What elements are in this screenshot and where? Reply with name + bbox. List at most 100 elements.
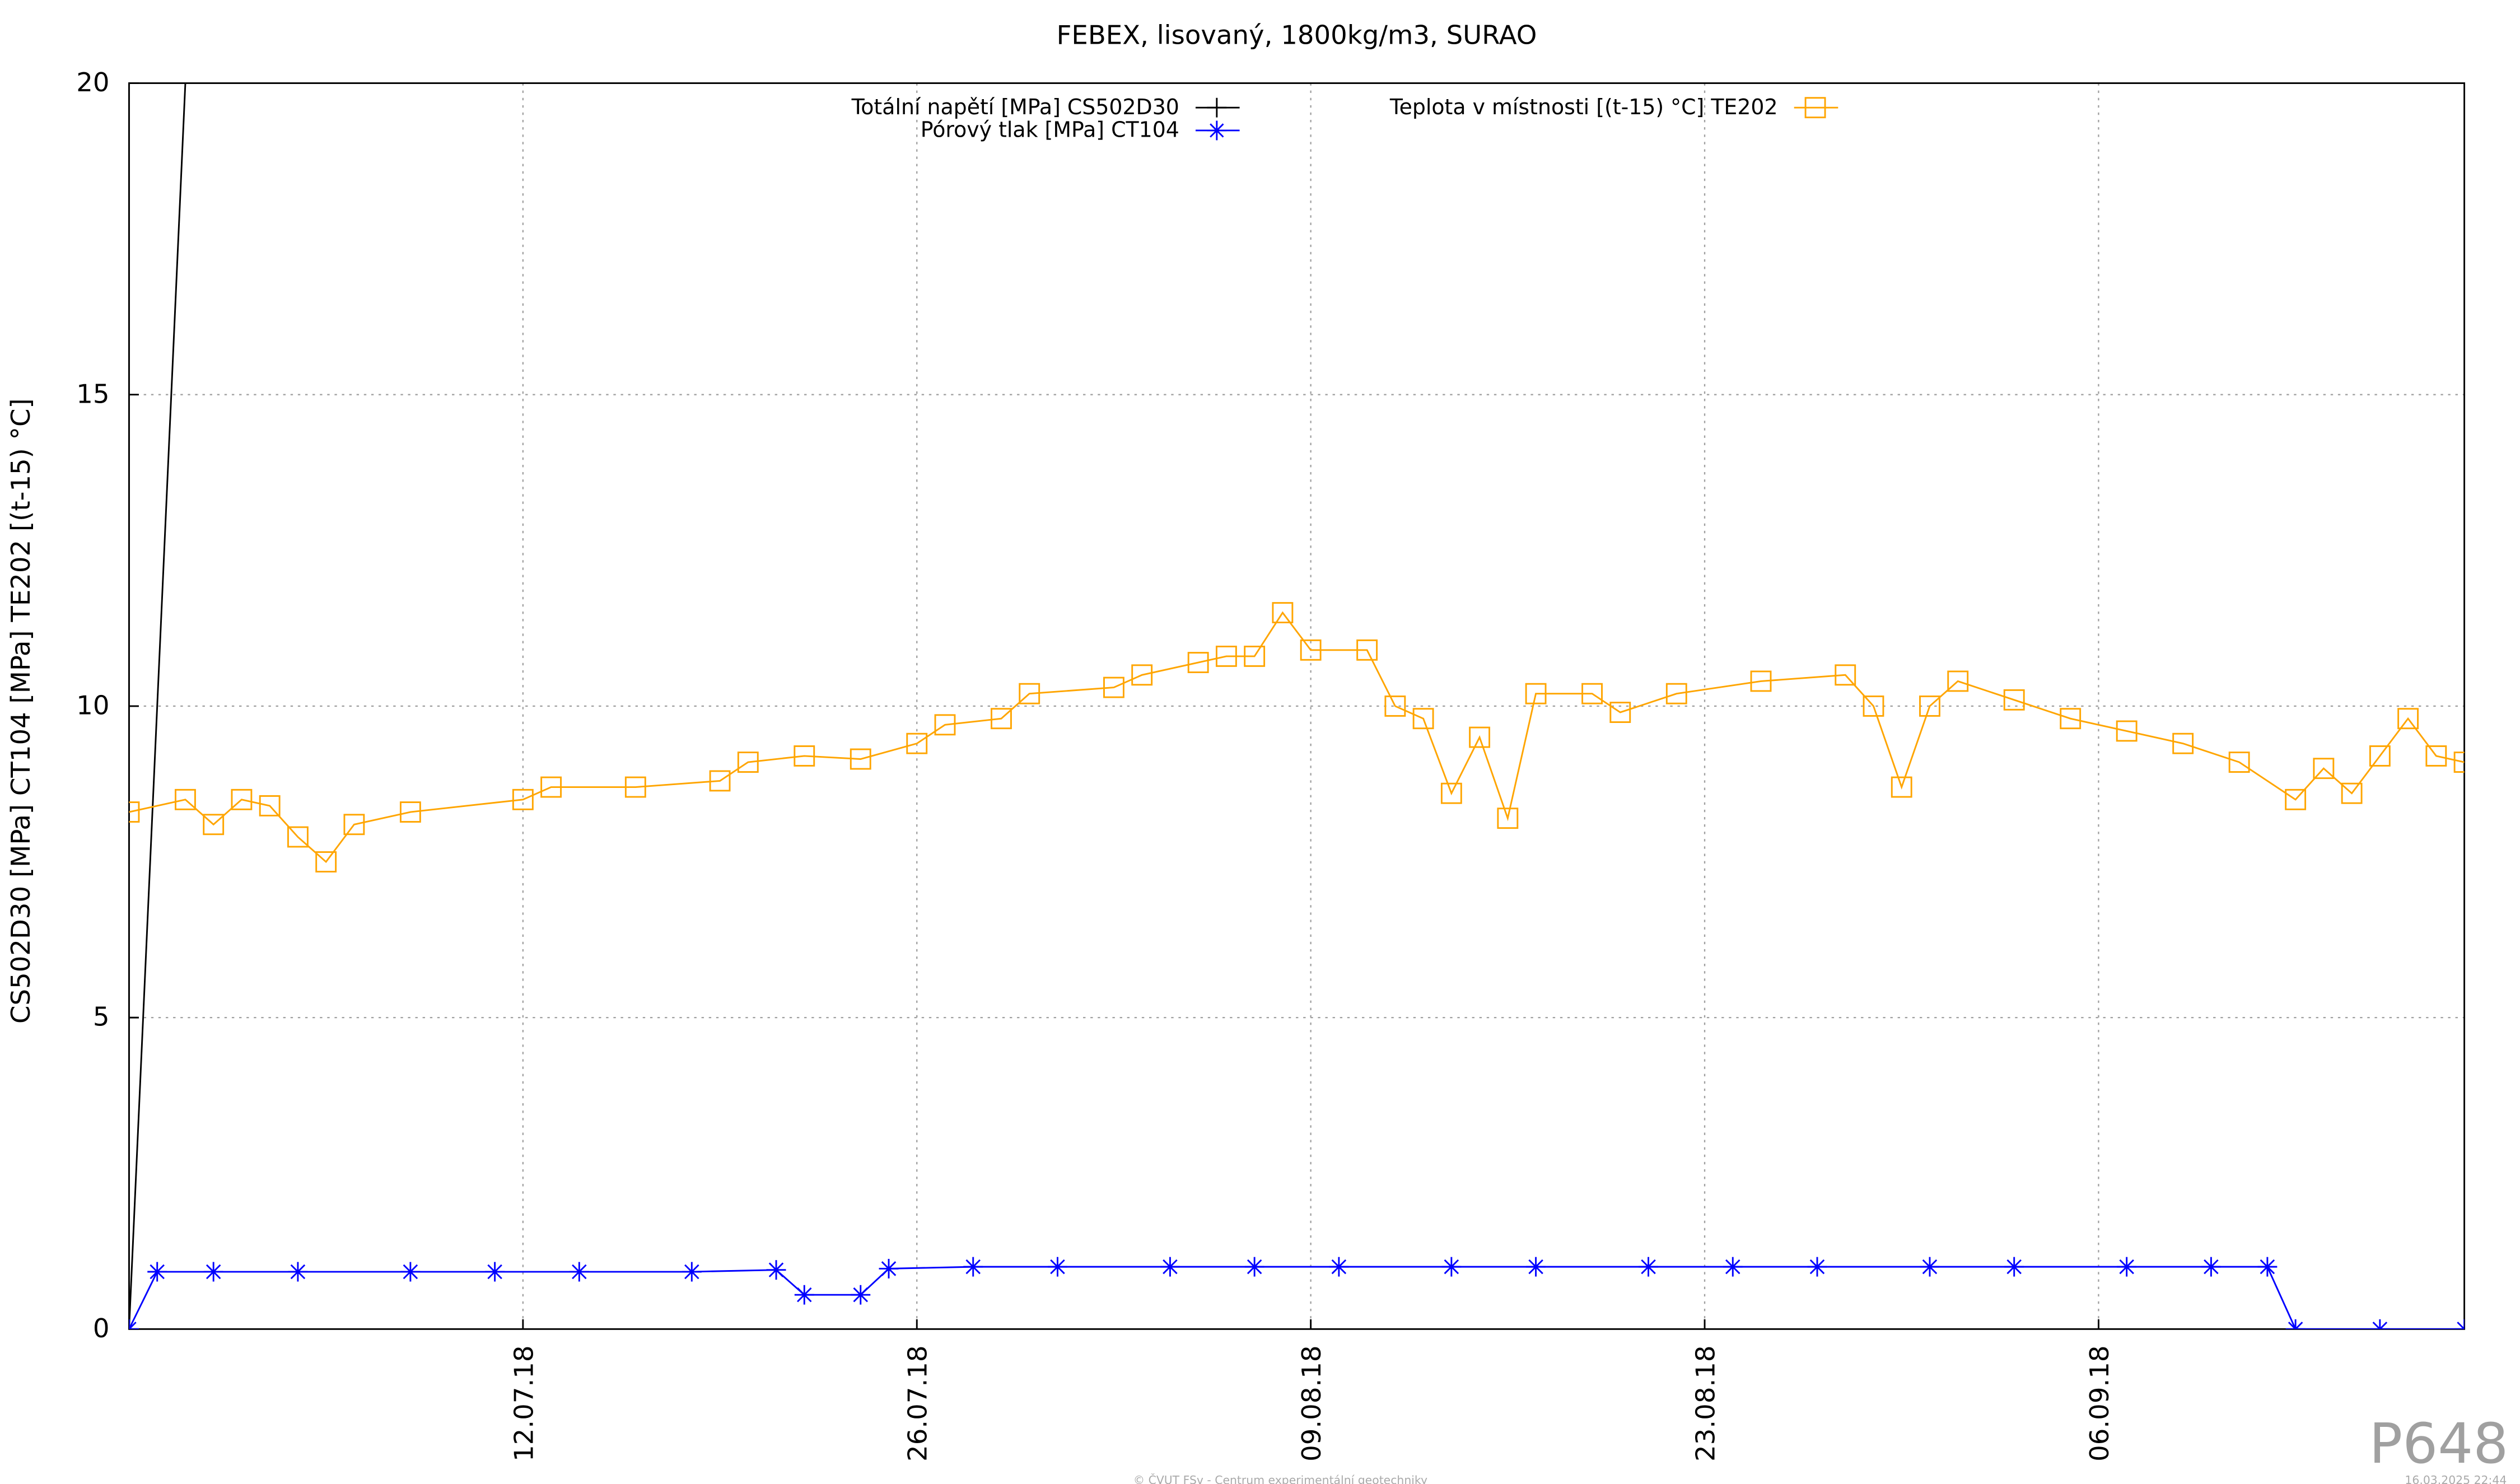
marker-stroke xyxy=(1444,1259,1459,1275)
marker xyxy=(2285,788,2307,810)
marker-square xyxy=(906,732,928,754)
marker-stroke xyxy=(965,1259,981,1275)
marker-square xyxy=(129,801,140,823)
marker-stroke xyxy=(487,1264,502,1280)
marker xyxy=(399,801,421,823)
marker xyxy=(2285,1319,2306,1329)
marker xyxy=(737,752,759,773)
marker xyxy=(2172,732,2194,754)
marker xyxy=(2454,1319,2465,1329)
marker-stroke xyxy=(1247,1259,1262,1275)
marker xyxy=(1526,1257,1546,1277)
timestamp: 16.03.2025 22:44 xyxy=(2405,1473,2507,1484)
marker xyxy=(850,748,871,770)
x-tick-label: 26.07.18 xyxy=(903,1345,933,1461)
marker-square xyxy=(1581,683,1603,704)
marker-stroke xyxy=(2204,1259,2219,1275)
legend-label: Totální napětí [MPa] CS502D30 xyxy=(851,95,1179,119)
marker-square xyxy=(2060,708,2082,730)
marker xyxy=(2060,708,2082,730)
marker-square xyxy=(1947,670,1969,692)
marker-square xyxy=(2285,788,2307,810)
marker xyxy=(288,1262,308,1282)
marker-square xyxy=(259,795,281,816)
marker xyxy=(2003,689,2025,711)
y-tick-label: 5 xyxy=(93,1002,110,1032)
marker-square xyxy=(1131,664,1153,686)
marker-square xyxy=(2453,752,2465,773)
marker xyxy=(1863,696,1884,717)
marker-stroke xyxy=(853,1287,869,1303)
marker xyxy=(2370,1319,2390,1329)
marker-square xyxy=(1497,808,1519,829)
marker-square xyxy=(231,788,253,810)
marker xyxy=(794,1285,814,1305)
marker-square xyxy=(1919,696,1940,717)
marker-square xyxy=(1525,683,1547,704)
series-line xyxy=(129,83,186,1329)
y-axis-label: CS502D30 [MPa] CT104 [MPa] TE202 [(t-15)… xyxy=(6,398,36,1024)
marker xyxy=(1750,670,1772,692)
legend-stroke xyxy=(1210,123,1224,138)
legend-label: Pórový tlak [MPa] CT104 xyxy=(921,118,1179,142)
marker xyxy=(2228,752,2250,773)
marker-square xyxy=(1863,696,1884,717)
marker-square xyxy=(287,826,309,848)
marker-stroke xyxy=(2006,1259,2022,1275)
marker xyxy=(147,1262,167,1282)
marker xyxy=(991,708,1012,730)
marker xyxy=(203,1262,223,1282)
legend-square xyxy=(1804,97,1826,119)
marker xyxy=(512,788,534,810)
x-tick-label: 09.08.18 xyxy=(1296,1345,1327,1461)
marker-stroke xyxy=(403,1264,418,1280)
marker-stroke xyxy=(1050,1259,1065,1275)
marker xyxy=(1835,664,1856,686)
marker xyxy=(1160,1257,1180,1277)
marker-stroke xyxy=(206,1264,221,1280)
marker-square xyxy=(1356,639,1378,661)
marker-stroke xyxy=(1163,1259,1178,1275)
marker xyxy=(1441,1257,1462,1277)
marker xyxy=(259,795,281,816)
marker xyxy=(400,1262,421,1282)
marker xyxy=(709,770,731,792)
marker xyxy=(624,776,646,798)
plot-frame xyxy=(128,82,2466,1330)
marker xyxy=(287,826,309,848)
marker-square xyxy=(2425,745,2447,767)
chart-title: FEBEX, lisovaný, 1800kg/m3, SURAO xyxy=(1057,20,1537,50)
marker xyxy=(2257,1257,2278,1277)
marker xyxy=(2117,1257,2137,1277)
legend-marker xyxy=(1207,120,1227,141)
marker-square xyxy=(1412,708,1434,730)
marker-stroke xyxy=(2294,1322,2303,1329)
marker xyxy=(129,1319,139,1329)
watermark: P648 xyxy=(2369,1412,2509,1476)
marker xyxy=(1272,602,1294,624)
marker xyxy=(569,1262,589,1282)
marker-square xyxy=(1440,782,1462,804)
marker-square xyxy=(1215,646,1237,667)
marker xyxy=(906,732,928,754)
marker-stroke xyxy=(1725,1259,1740,1275)
series xyxy=(129,1257,2465,1329)
marker xyxy=(1497,808,1519,829)
marker xyxy=(1919,696,1940,717)
marker-square xyxy=(1891,776,1912,798)
marker xyxy=(1244,646,1266,667)
marker-stroke xyxy=(2288,1322,2297,1329)
marker-square xyxy=(2116,720,2138,742)
marker xyxy=(1469,726,1491,748)
marker-square xyxy=(1244,646,1266,667)
marker xyxy=(129,801,140,823)
marker xyxy=(1244,1257,1264,1277)
marker xyxy=(851,1285,871,1305)
marker xyxy=(1329,1257,1349,1277)
marker xyxy=(2201,1257,2221,1277)
marker-square xyxy=(850,748,871,770)
y-tick-label: 0 xyxy=(93,1313,110,1343)
marker xyxy=(682,1262,702,1282)
marker xyxy=(879,1258,899,1278)
